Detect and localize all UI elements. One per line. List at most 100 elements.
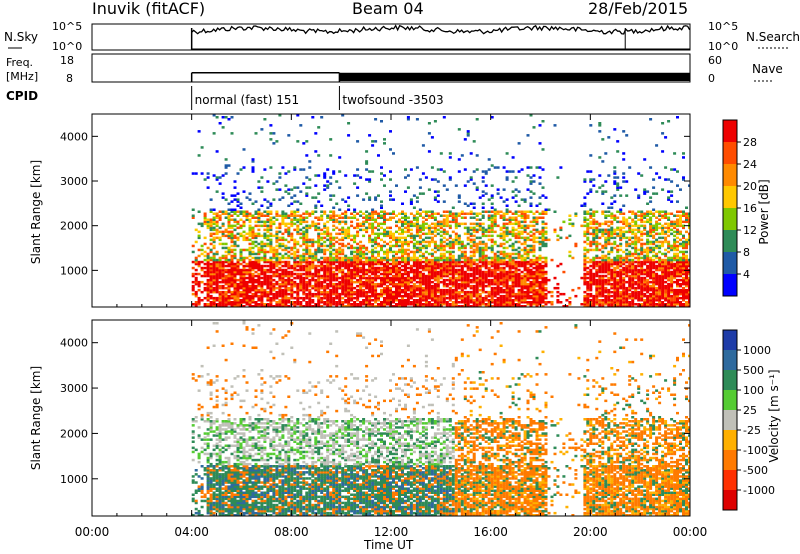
echo-cell [197, 284, 201, 288]
echo-cell [418, 240, 422, 244]
echo-cell [505, 178, 509, 181]
echo-cell [526, 303, 530, 306]
echo-cell [392, 262, 395, 266]
echo-cell [272, 292, 276, 296]
echo-cell [212, 299, 216, 302]
echo-cell [257, 264, 261, 268]
echo-cell [619, 236, 623, 240]
echo-cell [329, 250, 333, 254]
echo-cell [218, 290, 222, 294]
echo-cell [347, 294, 351, 298]
echo-cell [221, 192, 225, 195]
date-title: 28/Feb/2015 [588, 0, 688, 18]
echo-cell [296, 260, 300, 264]
echo-cell [421, 305, 425, 307]
echo-cell [389, 286, 392, 290]
echo-cell [421, 222, 425, 226]
echo-cell [245, 232, 249, 236]
echo-cell [365, 292, 369, 296]
echo-cell [451, 258, 455, 262]
echo-cell [538, 262, 542, 266]
echo-cell [377, 154, 380, 157]
echo-cell [200, 299, 204, 302]
echo-cell [374, 270, 378, 274]
echo-cell [317, 222, 321, 226]
noise-left-tick-bottom: 10^0 [52, 40, 82, 53]
echo-cell [616, 278, 620, 282]
echo-cell [395, 282, 398, 286]
echo-cell [218, 260, 222, 264]
echo-cell [442, 284, 446, 288]
echo-cell [374, 236, 378, 240]
echo-cell [284, 228, 288, 232]
echo-cell [263, 282, 267, 286]
echo-cell [520, 248, 524, 252]
echo-cell [374, 299, 378, 302]
echo-cell [454, 280, 458, 284]
echo-cell [613, 172, 617, 175]
echo-cell [314, 250, 318, 254]
echo-cell [502, 258, 506, 262]
echo-cell [508, 170, 512, 173]
echo-cell [359, 222, 363, 226]
echo-cell [353, 216, 357, 219]
echo-cell [221, 305, 225, 307]
echo-cell [257, 288, 261, 292]
freq-segment-1 [339, 72, 690, 81]
echo-cell [520, 262, 524, 266]
echo-cell [359, 301, 363, 304]
echo-cell [269, 246, 273, 250]
echo-cell [386, 252, 389, 256]
echo-cell [424, 250, 428, 254]
echo-cell [311, 256, 315, 260]
echo-cell [266, 236, 270, 240]
echo-cell [421, 246, 425, 250]
echo-cell [490, 260, 494, 264]
echo-cell [586, 270, 590, 274]
echo-cell [347, 282, 351, 286]
echo-cell [404, 250, 407, 254]
echo-cell [439, 296, 443, 300]
echo-cell [439, 280, 443, 284]
echo-cell [332, 236, 336, 240]
echo-cell [526, 250, 530, 254]
echo-cell [383, 282, 386, 286]
echo-cell [218, 280, 222, 284]
echo-cell [224, 250, 228, 254]
echo-cell [260, 284, 264, 288]
echo-cell [445, 292, 449, 296]
echo-cell [296, 264, 300, 268]
echo-cell [299, 260, 303, 264]
echo-cell [418, 284, 422, 288]
echo-cell [511, 264, 515, 268]
echo-cell [505, 218, 509, 221]
echo-cell [371, 240, 375, 244]
echo-cell [233, 186, 237, 189]
echo-cell [529, 282, 533, 286]
echo-cell [338, 292, 342, 296]
echo-cell [251, 272, 255, 276]
echo-cell [589, 222, 593, 226]
echo-cell [598, 222, 602, 226]
echo-cell [203, 220, 207, 224]
frequency-traces [190, 72, 690, 82]
echo-cell [529, 220, 533, 224]
echo-cell [344, 212, 348, 215]
echo-cell [281, 212, 285, 215]
echo-cell [589, 274, 593, 278]
echo-cell [389, 236, 392, 240]
echo-cell [290, 292, 294, 296]
echo-cell [448, 268, 452, 272]
echo-cell [583, 264, 587, 268]
echo-cell [311, 305, 315, 307]
echo-cell [619, 226, 623, 230]
echo-cell [463, 222, 467, 226]
echo-cell [269, 216, 273, 219]
echo-cell [415, 280, 419, 284]
echo-cell [544, 288, 548, 292]
echo-cell [266, 270, 270, 274]
echo-cell [454, 222, 458, 226]
echo-cell [308, 238, 312, 242]
echo-cell [248, 260, 252, 264]
echo-cell [347, 204, 351, 207]
